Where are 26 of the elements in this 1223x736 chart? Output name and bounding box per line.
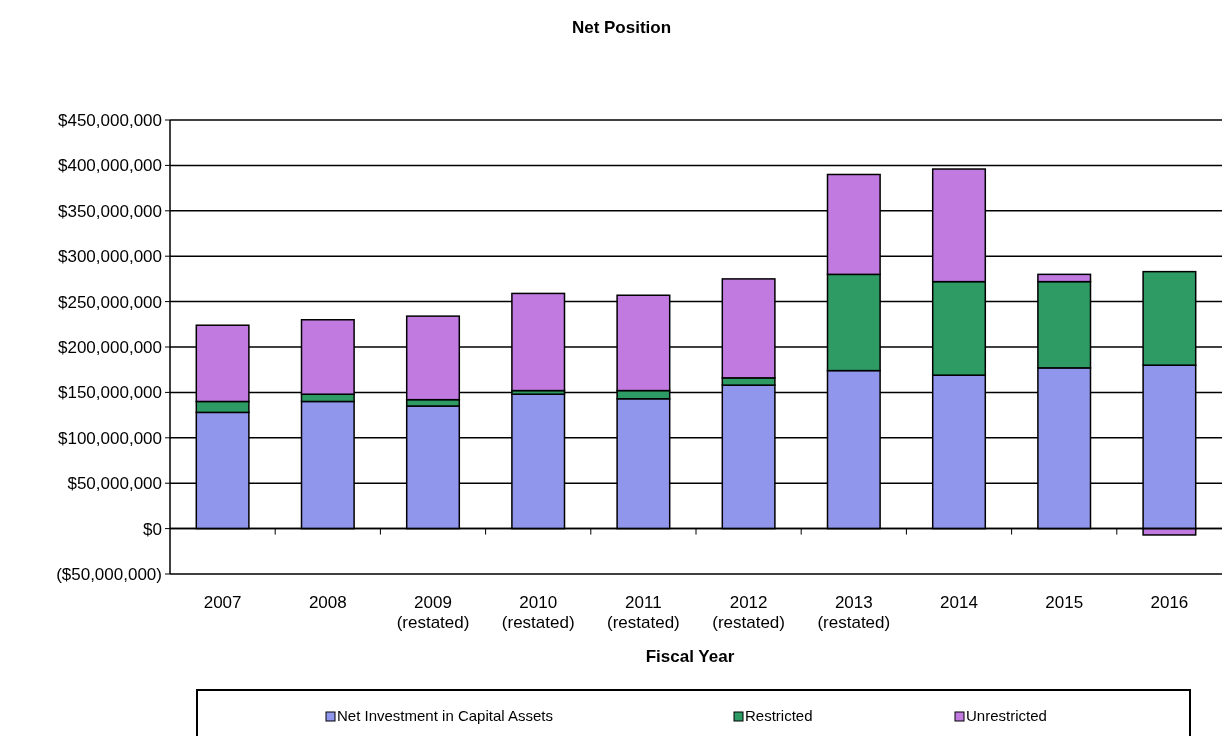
y-tick-label: $300,000,000	[58, 247, 162, 267]
x-tick-label: 2016	[1150, 593, 1189, 612]
y-tick-label: $150,000,000	[58, 383, 162, 403]
x-tick-label: 2008	[308, 593, 347, 612]
x-axis-title: Fiscal Year	[645, 647, 735, 666]
y-tick-label: ($50,000,000)	[56, 564, 162, 584]
y-tick-label: $200,000,000	[58, 337, 162, 357]
y-tick-label: $350,000,000	[58, 201, 162, 221]
x-tick-label: 2014	[940, 593, 978, 612]
x-tick-label: 2011 (restated)	[607, 593, 680, 632]
legend-label: Unrestricted	[966, 707, 1047, 724]
x-tick-label: 2007	[203, 593, 242, 612]
x-tick-label: 2013 (restated)	[817, 593, 891, 632]
y-tick-label: $450,000,000	[58, 110, 162, 130]
legend-label: Restricted	[745, 707, 813, 724]
legend-label: Net Investment in Capital Assets	[337, 707, 553, 724]
y-tick-label: $50,000,000	[67, 474, 162, 494]
x-tick-label: 2015	[1045, 593, 1084, 612]
x-tick-label: 2010 (restated)	[501, 593, 575, 632]
y-tick-label: $100,000,000	[58, 428, 162, 448]
y-tick-label: $400,000,000	[58, 156, 162, 176]
x-tick-label: 2009 (restated)	[396, 593, 470, 632]
y-tick-label: $0	[143, 519, 162, 539]
y-tick-label: $250,000,000	[58, 292, 162, 312]
x-tick-label: 2012 (restated)	[712, 593, 785, 632]
chart-title: Net Position	[571, 18, 672, 37]
